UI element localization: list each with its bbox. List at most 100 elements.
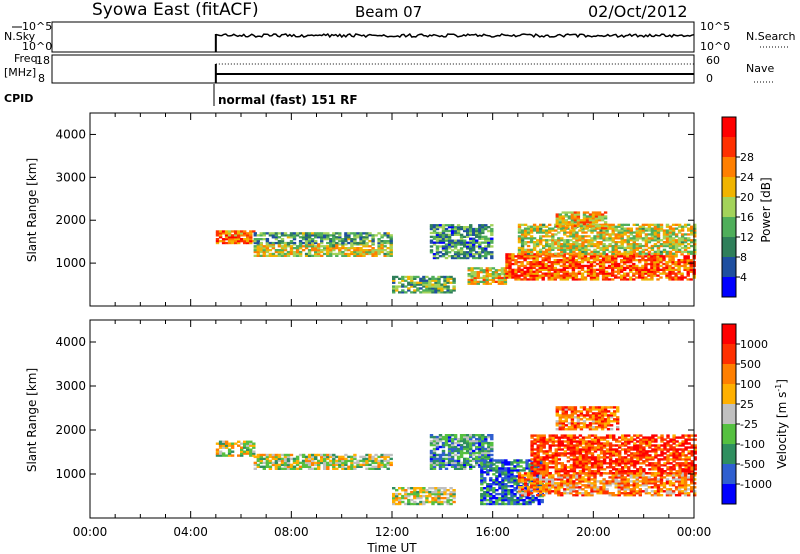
- heatmap-cell: [243, 232, 247, 235]
- heatmap-cell: [626, 255, 630, 258]
- heatmap-cell: [683, 476, 688, 479]
- heatmap-cell: [475, 437, 479, 441]
- heatmap-cell: [566, 244, 570, 248]
- heatmap-cell: [215, 240, 220, 243]
- heatmap-cell: [513, 487, 517, 490]
- heatmap-cell: [693, 494, 697, 497]
- heatmap-cell: [654, 454, 658, 457]
- heatmap-cell: [630, 458, 634, 461]
- heatmap-cell: [517, 478, 522, 481]
- heatmap-cell: [608, 472, 613, 475]
- heatmap-cell: [581, 460, 586, 463]
- heatmap-cell: [602, 229, 606, 232]
- heatmap-cell: [377, 455, 381, 459]
- heatmap-cell: [481, 465, 485, 468]
- heatmap-cell: [298, 247, 303, 250]
- heatmap-cell: [648, 458, 652, 461]
- heatmap-cell: [548, 229, 552, 232]
- heatmap-cell: [608, 243, 612, 246]
- heatmap-cell: [627, 454, 631, 457]
- heatmap-cell: [624, 436, 628, 439]
- heatmap-cell: [463, 235, 467, 238]
- heatmap-cell: [636, 472, 640, 475]
- heatmap-cell: [453, 467, 458, 470]
- heatmap-cell: [274, 463, 279, 467]
- heatmap-cell: [450, 439, 455, 443]
- heatmap-cell: [542, 438, 546, 441]
- heatmap-cell: [438, 463, 443, 467]
- heatmap-cell: [438, 231, 443, 235]
- heatmap-cell: [466, 434, 470, 437]
- heatmap-cell: [341, 240, 345, 243]
- heatmap-cell: [560, 470, 564, 473]
- heatmap-cell: [535, 261, 539, 264]
- heatmap-cell: [545, 470, 549, 473]
- heatmap-cell: [523, 255, 527, 258]
- heatmap-cell: [542, 474, 546, 477]
- heatmap-cell: [532, 474, 537, 477]
- heatmap-cell: [487, 237, 491, 240]
- heatmap-cell: [353, 243, 357, 246]
- heatmap-cell: [693, 492, 697, 495]
- heatmap-cell: [604, 259, 609, 262]
- heatmap-cell: [359, 249, 363, 252]
- heatmap-cell: [371, 249, 375, 252]
- heatmap-cell: [572, 468, 577, 471]
- heatmap-cell: [542, 446, 546, 449]
- heatmap-cell: [641, 257, 645, 260]
- heatmap-cell: [574, 272, 579, 275]
- heatmap-cell: [587, 478, 591, 481]
- heatmap-cell: [627, 440, 631, 443]
- heatmap-cell: [683, 225, 688, 228]
- heatmap-cell: [566, 470, 571, 473]
- heatmap-cell: [560, 237, 564, 240]
- heatmap-cell: [659, 227, 664, 230]
- heatmap-cell: [446, 281, 450, 284]
- heatmap-cell: [253, 461, 257, 465]
- heatmap-cell: [419, 496, 423, 500]
- heatmap-cell: [553, 270, 557, 273]
- heatmap-cell: [371, 252, 375, 256]
- heatmap-cell: [347, 254, 351, 257]
- heatmap-cell: [526, 225, 531, 228]
- heatmap-cell: [638, 270, 642, 273]
- heatmap-cell: [432, 235, 437, 238]
- heatmap-cell: [571, 274, 576, 277]
- heatmap-cell: [525, 500, 529, 504]
- heatmap-cell: [329, 459, 333, 463]
- heatmap-cell: [621, 460, 625, 463]
- heatmap-cell: [662, 233, 667, 236]
- heatmap-cell: [620, 478, 624, 481]
- heatmap-cell: [329, 234, 333, 237]
- heatmap-cell: [444, 463, 449, 467]
- heatmap-cell: [556, 268, 560, 271]
- heatmap-cell: [432, 457, 437, 461]
- heatmap-cell: [523, 478, 528, 481]
- heatmap-cell: [674, 488, 679, 491]
- heatmap-cell: [519, 459, 523, 462]
- heatmap-cell: [529, 276, 533, 279]
- heatmap-cell: [653, 268, 657, 271]
- heatmap-cell: [252, 446, 256, 449]
- heatmap-cell: [693, 486, 697, 489]
- heatmap-cell: [467, 278, 471, 282]
- heatmap-cell: [259, 238, 263, 241]
- heatmap-cell: [295, 252, 300, 256]
- heatmap-cell: [371, 247, 375, 250]
- heatmap-cell: [577, 264, 582, 268]
- heatmap-cell: [548, 450, 552, 453]
- heatmap-cell: [620, 259, 624, 262]
- heatmap-cell: [274, 232, 279, 235]
- heatmap-cell: [283, 467, 288, 470]
- heatmap-cell: [565, 270, 570, 273]
- heatmap-cell: [277, 232, 282, 235]
- heatmap-cell: [307, 453, 312, 457]
- heatmap-cell: [536, 464, 540, 467]
- heatmap-cell: [416, 487, 420, 490]
- heatmap-cell: [450, 461, 455, 465]
- heatmap-cell: [371, 467, 375, 470]
- heatmap-cell: [253, 232, 257, 235]
- heatmap-cell: [227, 238, 232, 241]
- heatmap-cell: [218, 234, 223, 237]
- heatmap-cell: [574, 278, 579, 281]
